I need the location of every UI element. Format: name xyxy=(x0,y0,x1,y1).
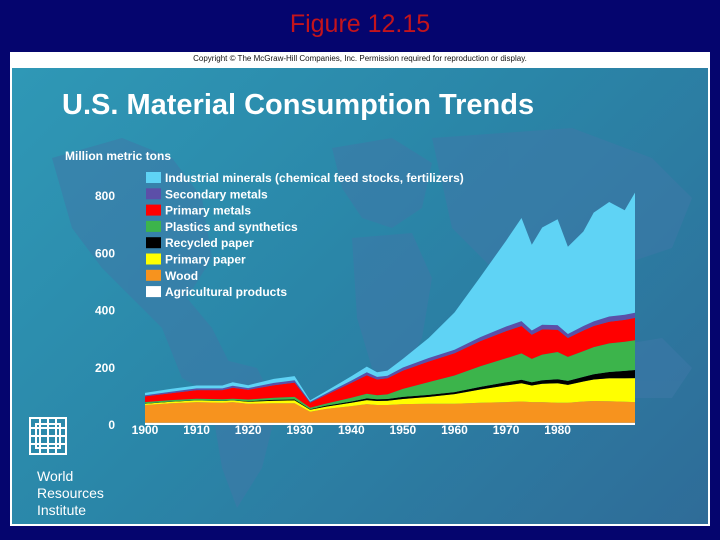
x-tick-label: 1910 xyxy=(183,423,210,437)
legend-label: Wood xyxy=(165,269,198,283)
y-tick-label: 200 xyxy=(95,361,115,375)
legend-swatch xyxy=(146,253,161,265)
chart-area: U.S. Material Consumption Trends Million… xyxy=(12,68,708,524)
legend-swatch xyxy=(146,286,161,298)
chart-title: U.S. Material Consumption Trends xyxy=(62,89,534,121)
organization-name-line: Resources xyxy=(37,485,104,501)
x-tick-label: 1920 xyxy=(235,423,262,437)
x-tick-label: 1940 xyxy=(338,423,365,437)
legend-swatch xyxy=(146,204,161,216)
copyright-notice: Copyright © The McGraw-Hill Companies, I… xyxy=(193,54,527,63)
x-tick-label: 1960 xyxy=(441,423,468,437)
area-series-wood xyxy=(145,401,635,423)
legend-swatch xyxy=(146,172,161,183)
chart-svg: U.S. Material Consumption Trends Million… xyxy=(52,89,692,508)
figure-panel: Copyright © The McGraw-Hill Companies, I… xyxy=(10,52,710,526)
legend-swatch xyxy=(146,269,161,281)
x-tick-label: 1980 xyxy=(544,423,571,437)
y-tick-label: 600 xyxy=(95,246,115,260)
y-tick-label: 400 xyxy=(95,304,115,318)
legend-label: Recycled paper xyxy=(165,236,254,250)
organization-name: World Resources Institute xyxy=(37,468,104,519)
area-series-primary-paper xyxy=(145,378,635,412)
organization-name-line: World xyxy=(37,468,74,484)
y-axis-label: Million metric tons xyxy=(65,149,171,163)
x-tick-label: 1950 xyxy=(390,423,417,437)
slide-title: Figure 12.15 xyxy=(289,10,431,38)
legend-label: Primary paper xyxy=(165,253,246,267)
organization-name-line: Institute xyxy=(37,502,87,518)
wri-logo xyxy=(29,417,67,455)
area-series-industrial-minerals-chemical-feed-stocks-fertilizers xyxy=(145,192,635,402)
legend-label: Secondary metals xyxy=(165,187,268,201)
y-tick-label: 0 xyxy=(108,418,115,432)
y-axis-ticks: 0 200 400 600 800 xyxy=(95,189,115,432)
x-axis-ticks: 1900 1910 1920 1930 1940 1950 1960 1970 1980 xyxy=(132,423,572,437)
legend-swatch xyxy=(146,237,161,249)
legend-label: Agricultural products xyxy=(165,285,287,299)
legend-label: Industrial minerals (chemical feed stock… xyxy=(165,171,464,185)
y-tick-label: 800 xyxy=(95,189,115,203)
legend-label: Primary metals xyxy=(165,204,251,218)
area-series-plastics-and-synthetics xyxy=(145,340,635,410)
x-tick-label: 1900 xyxy=(132,423,159,437)
x-tick-label: 1930 xyxy=(286,423,313,437)
legend-label: Plastics and synthetics xyxy=(165,220,298,234)
chart-legend: Industrial minerals (chemical feed stock… xyxy=(146,171,464,299)
area-series-agricultural-products xyxy=(145,422,635,425)
area-series-primary-metals xyxy=(145,317,635,408)
legend-swatch xyxy=(146,188,161,200)
stacked-areas xyxy=(145,192,635,425)
x-tick-label: 1970 xyxy=(493,423,520,437)
legend-swatch xyxy=(146,220,161,232)
